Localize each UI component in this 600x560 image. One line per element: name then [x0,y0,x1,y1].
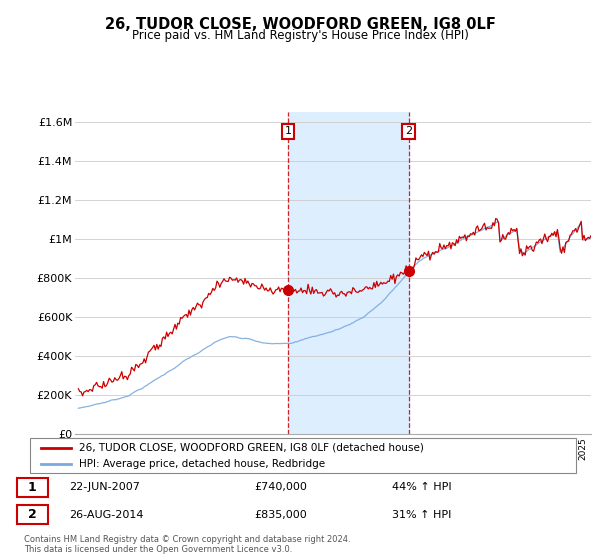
Text: 1: 1 [28,481,37,494]
Text: 1: 1 [284,127,292,136]
Bar [288,112,409,434]
Text: 2: 2 [405,127,412,136]
Text: 26-AUG-2014: 26-AUG-2014 [70,510,144,520]
Text: £835,000: £835,000 [254,510,307,520]
Text: 22-JUN-2007: 22-JUN-2007 [70,482,140,492]
Text: 44% ↑ HPI: 44% ↑ HPI [392,482,452,492]
FancyBboxPatch shape [17,478,48,497]
Text: 26, TUDOR CLOSE, WOODFORD GREEN, IG8 0LF (detached house): 26, TUDOR CLOSE, WOODFORD GREEN, IG8 0LF… [79,443,424,453]
Text: Price paid vs. HM Land Registry's House Price Index (HPI): Price paid vs. HM Land Registry's House … [131,29,469,42]
Text: Contains HM Land Registry data © Crown copyright and database right 2024.
This d: Contains HM Land Registry data © Crown c… [24,535,350,554]
FancyBboxPatch shape [17,505,48,524]
Text: 26, TUDOR CLOSE, WOODFORD GREEN, IG8 0LF: 26, TUDOR CLOSE, WOODFORD GREEN, IG8 0LF [104,17,496,32]
FancyBboxPatch shape [30,438,576,473]
Text: £740,000: £740,000 [254,482,307,492]
Text: 2: 2 [28,508,37,521]
Text: 31% ↑ HPI: 31% ↑ HPI [392,510,452,520]
Text: HPI: Average price, detached house, Redbridge: HPI: Average price, detached house, Redb… [79,459,325,469]
